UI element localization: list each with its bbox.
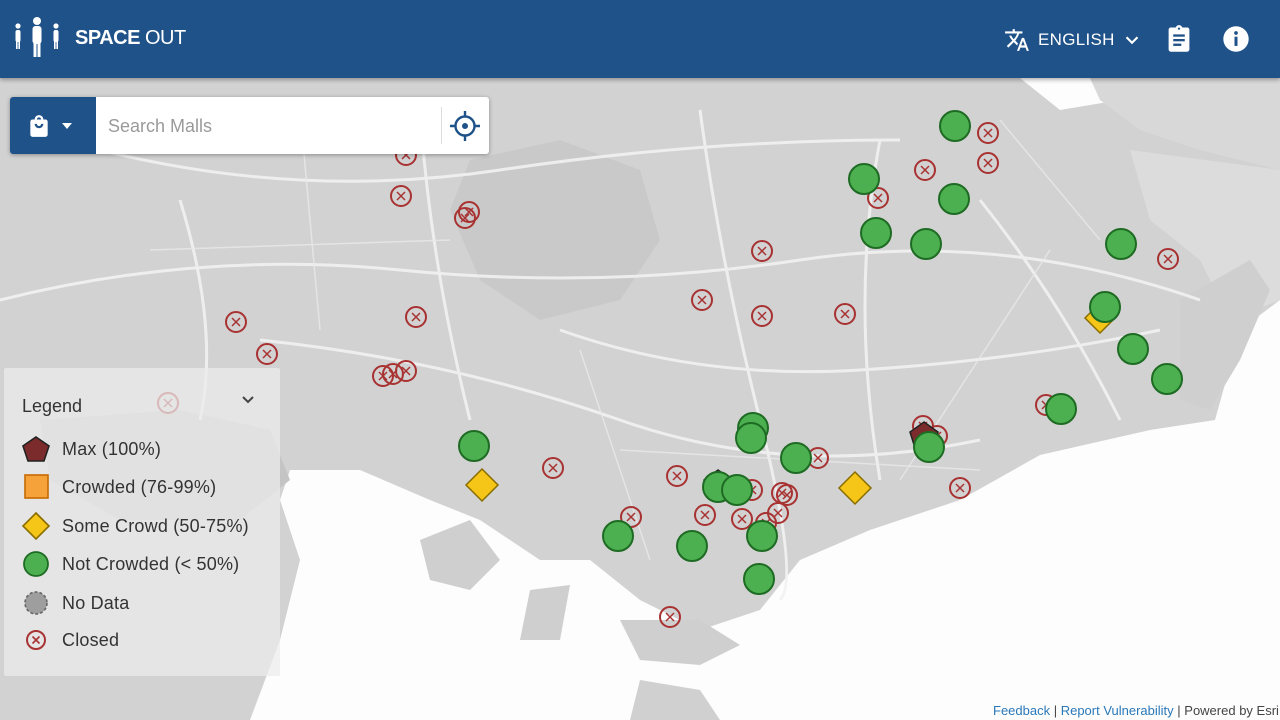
square-icon: [24, 474, 49, 499]
feedback-link[interactable]: Feedback: [993, 703, 1051, 718]
marker-not-crowded[interactable]: [602, 520, 634, 552]
marker-not-crowded[interactable]: [1089, 291, 1121, 323]
app-title: SPACE OUT: [75, 27, 186, 49]
marker-some-crowd[interactable]: [837, 470, 873, 506]
closed-markers: [157, 122, 1179, 628]
info-icon[interactable]: [1222, 24, 1250, 54]
marker-some-crowd[interactable]: [464, 467, 500, 503]
attribution-footer: Feedback | Report Vulnerability | Powere…: [993, 703, 1279, 718]
marker-not-crowded[interactable]: [721, 474, 753, 506]
shopping-bag-icon: [30, 115, 48, 137]
gray-circle-icon: [24, 591, 48, 615]
chevron-down-icon[interactable]: [238, 390, 258, 410]
crosshair-icon[interactable]: [448, 109, 482, 143]
marker-not-crowded[interactable]: [735, 422, 767, 454]
marker-not-crowded[interactable]: [1045, 393, 1077, 425]
marker-closed[interactable]: [1157, 248, 1179, 270]
land-mass: [0, 78, 1280, 720]
marker-not-crowded[interactable]: [743, 563, 775, 595]
category-dropdown-button[interactable]: [10, 97, 96, 154]
marker-closed[interactable]: [977, 152, 999, 174]
marker-not-crowded[interactable]: [1117, 333, 1149, 365]
marker-closed[interactable]: [691, 289, 713, 311]
marker-closed[interactable]: [731, 508, 753, 530]
marker-closed[interactable]: [390, 185, 412, 207]
marker-not-crowded[interactable]: [1151, 363, 1183, 395]
marker-closed[interactable]: [776, 484, 798, 506]
legend-item-closed: Closed: [20, 625, 119, 655]
legend-item-not-crowded: Not Crowded (< 50%): [20, 549, 239, 579]
marker-closed[interactable]: [542, 457, 564, 479]
search-divider: [441, 107, 442, 144]
language-selector[interactable]: ENGLISH: [1004, 24, 1143, 56]
pentagon-icon: [22, 436, 50, 462]
search-input[interactable]: [106, 111, 435, 141]
marker-closed[interactable]: [834, 303, 856, 325]
marker-closed[interactable]: [454, 207, 476, 229]
marker-closed[interactable]: [867, 187, 889, 209]
not-crowded-markers: [458, 110, 1183, 595]
marker-closed[interactable]: [751, 305, 773, 327]
diamond-icon: [21, 511, 51, 541]
marker-not-crowded[interactable]: [676, 530, 708, 562]
marker-not-crowded[interactable]: [939, 110, 971, 142]
legend-item-crowded: Crowded (76-99%): [20, 472, 216, 502]
legend-item-no-data: No Data: [20, 588, 129, 618]
people-distance-icon: [15, 17, 59, 57]
translate-icon: [1005, 29, 1029, 51]
marker-closed[interactable]: [256, 343, 278, 365]
legend-title: Legend: [22, 396, 83, 416]
marker-closed[interactable]: [949, 477, 971, 499]
marker-not-crowded[interactable]: [938, 183, 970, 215]
green-circle-icon: [23, 551, 49, 577]
legend-panel: Legend Max (100%) Crowded (76-99%) Some …: [4, 368, 280, 676]
marker-not-crowded[interactable]: [860, 217, 892, 249]
marker-closed[interactable]: [666, 465, 688, 487]
chevron-down-icon: [1125, 36, 1139, 45]
report-vulnerability-link[interactable]: Report Vulnerability: [1060, 703, 1174, 718]
legend-item-some-crowd: Some Crowd (50-75%): [20, 511, 249, 541]
marker-closed[interactable]: [977, 122, 999, 144]
marker-closed[interactable]: [751, 240, 773, 262]
marker-closed[interactable]: [405, 306, 427, 328]
marker-not-crowded[interactable]: [780, 442, 812, 474]
clipboard-icon[interactable]: [1165, 24, 1193, 54]
app-header: SPACE OUT ENGLISH: [0, 0, 1280, 78]
marker-closed[interactable]: [225, 311, 247, 333]
marker-closed[interactable]: [914, 159, 936, 181]
some-crowd-markers: [464, 301, 1117, 506]
closed-icon: [26, 630, 46, 650]
language-label: ENGLISH: [1038, 30, 1115, 49]
marker-not-crowded[interactable]: [458, 430, 490, 462]
marker-closed[interactable]: [694, 504, 716, 526]
legend-item-max: Max (100%): [20, 434, 161, 464]
marker-not-crowded[interactable]: [746, 520, 778, 552]
marker-not-crowded[interactable]: [913, 431, 945, 463]
caret-down-icon: [62, 123, 72, 129]
marker-not-crowded[interactable]: [910, 228, 942, 260]
marker-closed[interactable]: [395, 360, 417, 382]
marker-not-crowded[interactable]: [848, 163, 880, 195]
marker-closed[interactable]: [659, 606, 681, 628]
marker-not-crowded[interactable]: [1105, 228, 1137, 260]
search-bar: [10, 97, 489, 154]
